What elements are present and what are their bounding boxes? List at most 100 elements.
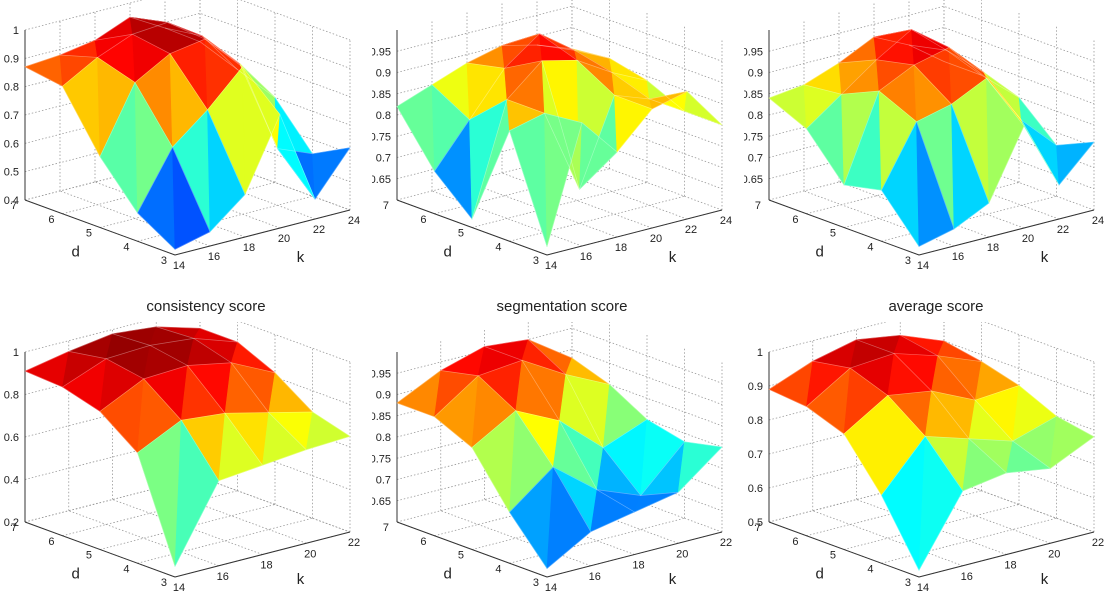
mesh-line — [501, 33, 653, 110]
z-tick-label: 0.5 — [4, 167, 19, 179]
k-tick-label: 14 — [173, 582, 185, 594]
k-tick-label: 16 — [217, 571, 229, 583]
d-axis-label: d — [444, 243, 452, 260]
z-tick-label: 0.8 — [748, 415, 763, 427]
k-gridline-floor — [440, 510, 591, 567]
mesh-line — [137, 411, 313, 454]
k-tick-label: 16 — [589, 571, 601, 583]
surface-facet — [546, 466, 592, 569]
d-gridline-floor — [881, 195, 1057, 242]
z-gridline — [768, 27, 1095, 83]
surface-facet — [172, 146, 211, 250]
z-tick-label: 0.95 — [744, 46, 763, 58]
d-gridline-floor — [471, 182, 648, 228]
mesh-line — [24, 66, 176, 250]
mesh-line — [881, 415, 1057, 496]
mesh-line — [843, 385, 1020, 435]
mesh-line — [918, 436, 1095, 571]
z-tick-label: 0.9 — [4, 53, 19, 65]
z-tick-label: 0.75 — [372, 453, 391, 465]
surface-mesh — [396, 33, 723, 247]
z-tick-label: 0.5 — [748, 517, 763, 529]
d-axis-label: d — [444, 565, 452, 582]
mesh-line — [396, 339, 573, 404]
k-tick-label: 14 — [545, 260, 557, 272]
mesh-line — [768, 334, 945, 390]
mesh-line — [59, 54, 211, 232]
surface-facet — [649, 91, 688, 110]
surface-facet — [986, 77, 1025, 204]
d-tick-label: 5 — [86, 228, 92, 240]
k-tick-label: 14 — [917, 582, 929, 594]
mesh-line — [484, 346, 635, 513]
mesh-line — [137, 66, 313, 214]
mesh-line — [803, 84, 955, 230]
d-tick-label: 3 — [905, 255, 911, 267]
mesh-line — [856, 339, 1007, 474]
k-tick-label: 20 — [278, 233, 290, 245]
surface-plot-average-bottom: 14 16 18 20 22 3 4 5 6 70.5 0.6 0.7 0.8 0.9 1 k d — [748, 322, 1104, 594]
z-tick-label: 0.6 — [4, 432, 19, 444]
z-tick-label: 0.6 — [4, 138, 19, 150]
surface-facet — [768, 84, 807, 130]
k-axis-label: k — [297, 571, 305, 588]
z-tick-label: 0.9 — [376, 68, 391, 80]
surface-facet — [1021, 119, 1060, 186]
z-gridline — [768, 442, 1095, 499]
surface — [768, 334, 1095, 571]
d-tick-label: 6 — [792, 536, 798, 548]
k-axis-line — [546, 531, 723, 578]
surface — [24, 326, 351, 567]
d-tick-label: 4 — [867, 563, 873, 575]
z-tick-label: 0.8 — [4, 390, 19, 402]
k-tick-label: 18 — [1004, 560, 1016, 572]
caption-consistency-score: consistency score — [146, 298, 266, 315]
k-tick-label: 22 — [313, 224, 325, 236]
k-tick-label: 18 — [243, 242, 255, 254]
d-gridline-floor — [509, 517, 685, 564]
surface-facet — [684, 91, 723, 126]
surface-plot-segmentation-bottom: 14 16 18 20 22 3 4 5 6 7 0.65 0.7 0.75 0.8 0.85 0.9 0.95… — [372, 322, 732, 594]
d-axis-line — [768, 199, 920, 256]
z-tick-label: 0.8 — [748, 110, 763, 122]
d-tick-label: 7 — [383, 200, 389, 212]
z-tick-label: 0.95 — [372, 46, 391, 58]
d-tick-label: 6 — [48, 214, 54, 226]
k-tick-label: 14 — [545, 582, 557, 594]
mesh-line — [546, 446, 723, 569]
z-tick-label: 0.85 — [372, 89, 391, 101]
z-gridline — [396, 27, 723, 83]
mesh-line — [396, 106, 548, 247]
surface-facet — [268, 372, 313, 413]
d-axis-label: d — [816, 565, 824, 582]
z-tick-label: 0.9 — [376, 390, 391, 402]
k-tick-label: 24 — [348, 215, 360, 227]
d-gridline-floor — [137, 517, 313, 564]
d-tick-label: 6 — [420, 214, 426, 226]
z-tick-label: 0.65 — [372, 174, 391, 186]
mesh-line — [471, 59, 648, 220]
mesh-line — [918, 125, 1095, 247]
k-tick-label: 18 — [987, 242, 999, 254]
mesh-line — [571, 357, 723, 448]
mesh-line — [509, 441, 685, 513]
surface-facet — [951, 103, 990, 230]
mesh-line — [943, 340, 1095, 438]
k-gridline-floor — [59, 190, 211, 247]
mesh-line — [129, 16, 281, 115]
z-tick-label: 0.75 — [744, 131, 763, 143]
k-tick-label: 20 — [1048, 548, 1060, 560]
z-tick-label: 0.65 — [744, 174, 763, 186]
d-tick-label: 5 — [458, 550, 464, 562]
mesh-line — [838, 59, 990, 204]
z-tick-label: 0.4 — [4, 475, 19, 487]
d-tick-label: 3 — [905, 577, 911, 589]
k-tick-label: 16 — [961, 571, 973, 583]
surface-facet — [218, 412, 263, 482]
mesh-line — [768, 97, 920, 247]
k-tick-label: 24 — [720, 215, 732, 227]
k-tick-label: 20 — [1022, 233, 1034, 245]
z-tick-label: 1 — [757, 347, 763, 359]
mesh-line — [396, 44, 573, 107]
surface-plot-segmentation-top: 14 16 18 20 22 24 3 4 5 6 7 0.65 0.7 0.75 0.8 0.85 0.9 0.… — [372, 0, 732, 272]
